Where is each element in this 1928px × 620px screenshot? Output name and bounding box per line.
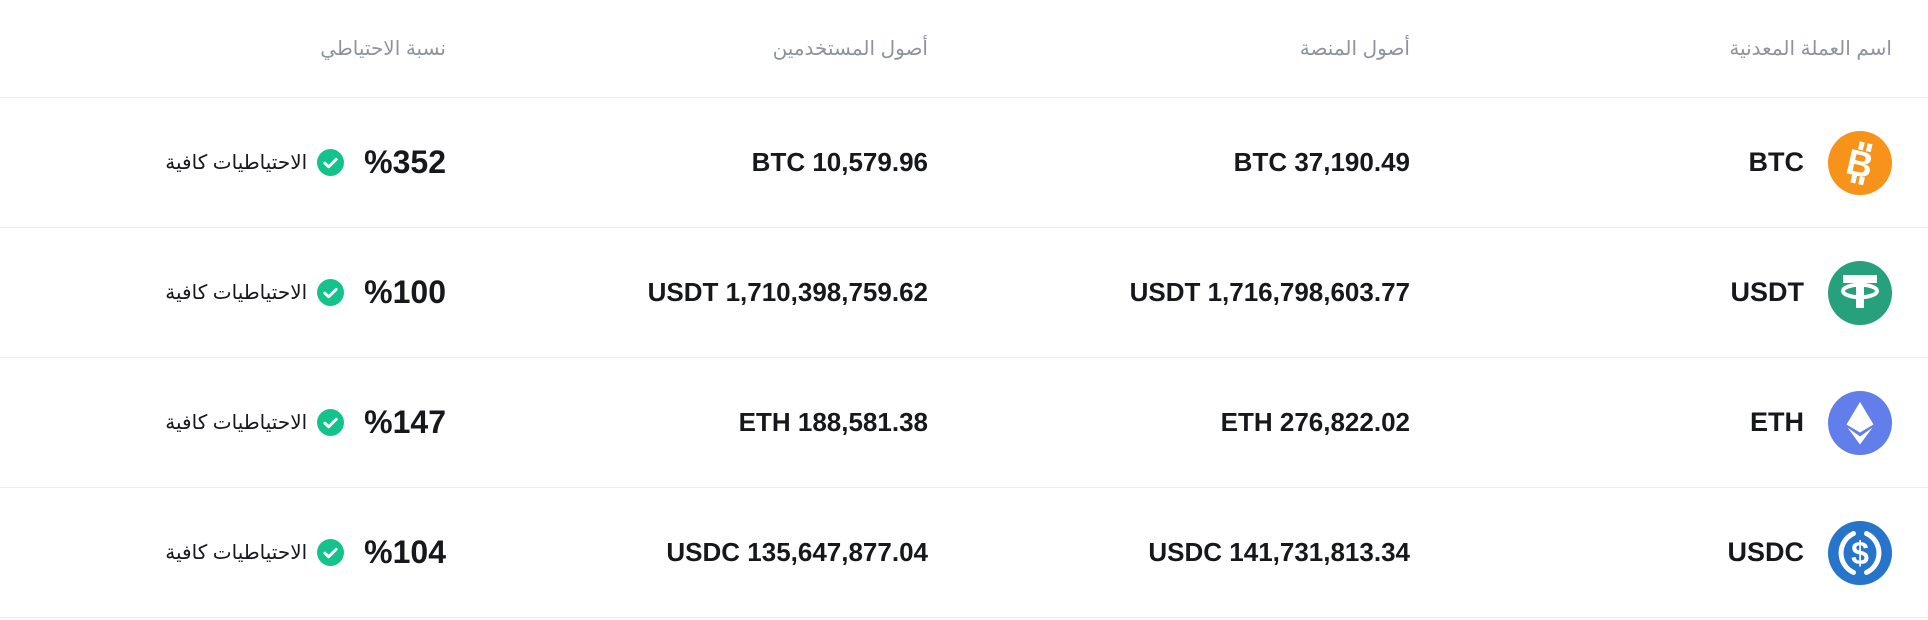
user-assets-value: USDC 135,647,877.04: [666, 537, 928, 567]
coin-cell: ETH: [1446, 390, 1892, 455]
user-assets-value: USDT 1,710,398,759.62: [647, 277, 928, 307]
check-icon: [317, 149, 345, 176]
check-icon: [317, 409, 345, 436]
header-platform-assets: أصول المنصة: [964, 0, 1446, 98]
platform-assets-value: ETH 276,822.02: [1220, 407, 1410, 437]
coin-symbol: BTC: [1748, 147, 1805, 177]
usdt-icon: [1828, 260, 1892, 325]
table-row: B BTC BTC 37,190.49 BTC 10,579.96 %352 ا…: [0, 97, 1928, 228]
table-header-row: اسم العملة المعدنية أصول المنصة أصول الم…: [0, 0, 1928, 98]
user-assets-value: BTC 10,579.96: [751, 147, 928, 177]
header-user-assets: أصول المستخدمين: [482, 0, 964, 98]
eth-icon: [1828, 390, 1892, 455]
table-row: ETH ETH 276,822.02 ETH 188,581.38 %147 ا…: [0, 357, 1928, 488]
reserve-status-label: الاحتياطيات كافية: [165, 152, 308, 174]
usdc-icon: $: [1828, 520, 1892, 585]
header-reserve-ratio: نسبة الاحتياطي: [0, 0, 482, 98]
btc-icon: B: [1828, 130, 1892, 195]
table-row: $ USDC USDC 141,731,813.34 USDC 135,647,…: [0, 487, 1928, 618]
header-coin-name: اسم العملة المعدنية: [1446, 0, 1928, 98]
check-icon: [317, 279, 345, 306]
reserve-status-label: الاحتياطيات كافية: [165, 282, 308, 304]
user-assets-value: ETH 188,581.38: [738, 407, 928, 437]
coin-cell: B BTC: [1446, 130, 1892, 195]
coin-cell: USDT: [1446, 260, 1892, 325]
coin-symbol: USDC: [1727, 537, 1804, 567]
platform-assets-value: USDC 141,731,813.34: [1148, 537, 1410, 567]
platform-assets-value: USDT 1,716,798,603.77: [1129, 277, 1410, 307]
coin-symbol: ETH: [1750, 407, 1804, 437]
check-icon: [317, 539, 345, 566]
reserve-ratio-value: %147: [364, 404, 446, 440]
reserve-status-label: الاحتياطيات كافية: [165, 542, 308, 564]
reserve-ratio-cell: %147 الاحتياطيات كافية: [0, 404, 446, 441]
svg-text:$: $: [1851, 535, 1869, 571]
reserve-ratio-value: %352: [364, 144, 446, 180]
reserve-status-label: الاحتياطيات كافية: [165, 412, 308, 434]
reserve-ratio-cell: %100 الاحتياطيات كافية: [0, 274, 446, 311]
reserve-ratio-cell: %352 الاحتياطيات كافية: [0, 144, 446, 181]
reserve-ratio-value: %100: [364, 274, 446, 310]
coin-symbol: USDT: [1730, 277, 1805, 307]
table-row: USDT USDT 1,716,798,603.77 USDT 1,710,39…: [0, 227, 1928, 358]
reserve-ratio-cell: %104 الاحتياطيات كافية: [0, 534, 446, 571]
platform-assets-value: BTC 37,190.49: [1233, 147, 1410, 177]
coin-cell: $ USDC: [1446, 520, 1892, 585]
reserve-ratio-value: %104: [364, 534, 446, 570]
